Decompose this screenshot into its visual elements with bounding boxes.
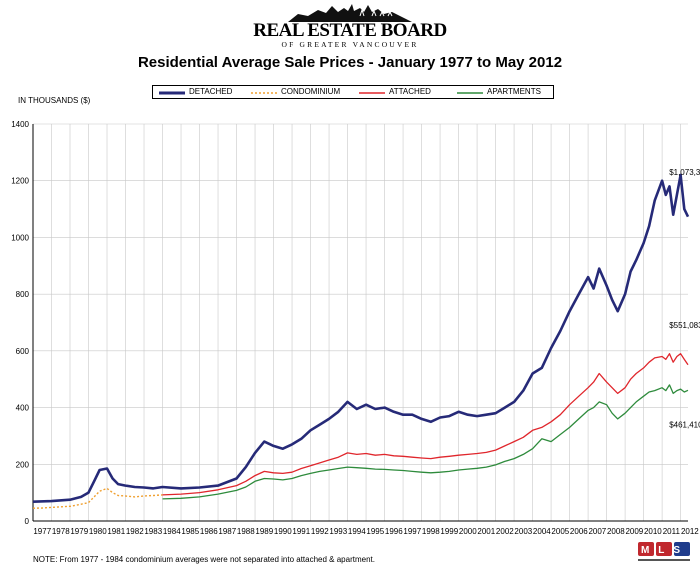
value-annotation: $551,083 (669, 321, 700, 330)
mls-badge-s (674, 542, 690, 556)
legend-label-attached: ATTACHED (389, 87, 431, 96)
y-axis-label: IN THOUSANDS ($) (18, 96, 91, 105)
x-tick-label: 1997 (403, 527, 421, 536)
legend-item-apartments: APARTMENTS (457, 86, 541, 98)
mls-badge-m (638, 542, 654, 556)
value-annotation: $1,073,311 (669, 168, 700, 177)
legend-label-apartments: APARTMENTS (487, 87, 541, 96)
y-tick-label: 0 (25, 517, 30, 526)
mls-text: MLS (641, 545, 689, 556)
x-tick-label: 1985 (181, 527, 199, 536)
x-tick-label: 1978 (52, 527, 70, 536)
real-estate-board-logo: REAL ESTATE BOARD OF GREATER VANCOUVER (250, 2, 450, 50)
x-tick-label: 1994 (348, 527, 366, 536)
logo-title: REAL ESTATE BOARD (253, 20, 447, 41)
x-tick-label: 2002 (496, 527, 514, 536)
chart-legend: DETACHED CONDOMINIUM ATTACHED APARTMENTS (152, 85, 554, 99)
x-tick-label: 1998 (422, 527, 440, 536)
chart-title: Residential Average Sale Prices - Januar… (137, 54, 563, 71)
skyline-icon (288, 4, 412, 22)
x-tick-label: 1981 (107, 527, 125, 536)
x-tick-label: 1992 (311, 527, 329, 536)
series-line-detached (32, 173, 690, 503)
footnote: NOTE: From 1977 - 1984 condominium avera… (33, 555, 375, 564)
x-tick-label: 1991 (292, 527, 310, 536)
x-tick-label: 2010 (644, 527, 662, 536)
legend-swatch-detached (159, 91, 185, 95)
x-tick-label: 1977 (33, 527, 51, 536)
x-tick-label: 2007 (588, 527, 606, 536)
y-tick-label: 800 (16, 290, 30, 299)
legend-swatch-condominium (251, 92, 277, 94)
x-tick-label: 1988 (237, 527, 255, 536)
y-tick-label: 1200 (11, 177, 29, 186)
x-tick-label: 1995 (366, 527, 384, 536)
x-tick-label: 1984 (163, 527, 181, 536)
mls-badge-l (656, 542, 672, 556)
logo-subtitle: OF GREATER VANCOUVER (281, 40, 419, 49)
x-tick-label: 1980 (89, 527, 107, 536)
y-tick-label: 200 (16, 460, 30, 469)
x-tick-label: 1990 (274, 527, 292, 536)
legend-swatch-attached (359, 92, 385, 94)
x-tick-label: 2001 (477, 527, 495, 536)
mls-logo-icon: MLS (638, 542, 690, 561)
x-tick-label: 1982 (126, 527, 144, 536)
x-tick-label: 2008 (607, 527, 625, 536)
x-tick-label: 2012 (681, 527, 699, 536)
x-tick-label: 2000 (459, 527, 477, 536)
legend-label-condominium: CONDOMINIUM (281, 87, 341, 96)
y-tick-label: 400 (16, 404, 30, 413)
x-tick-label: 1989 (255, 527, 273, 536)
series-line-attached (162, 353, 689, 496)
x-tick-label: 1979 (70, 527, 88, 536)
y-tick-label: 1400 (11, 120, 29, 129)
mls-underline (638, 559, 690, 561)
y-tick-label: 1000 (11, 233, 29, 242)
x-tick-label: 2009 (625, 527, 643, 536)
legend-item-detached: DETACHED (159, 86, 232, 98)
legend-item-attached: ATTACHED (359, 86, 431, 98)
x-tick-label: 1996 (385, 527, 403, 536)
series-line-apartments (162, 384, 689, 500)
x-tick-label: 2006 (570, 527, 588, 536)
x-tick-label: 1999 (440, 527, 458, 536)
x-tick-label: 2005 (551, 527, 569, 536)
legend-label-detached: DETACHED (189, 87, 233, 96)
legend-swatch-apartments (457, 92, 483, 94)
x-tick-label: 2003 (514, 527, 532, 536)
x-tick-label: 1986 (200, 527, 218, 536)
x-tick-label: 1987 (218, 527, 236, 536)
x-tick-label: 1993 (329, 527, 347, 536)
value-annotation: $461,410 (669, 420, 700, 429)
x-tick-label: 2011 (663, 527, 681, 536)
x-tick-label: 2004 (533, 527, 551, 536)
x-tick-label: 1983 (144, 527, 162, 536)
series-line-condominium (32, 487, 163, 509)
legend-item-condominium: CONDOMINIUM (251, 86, 340, 98)
y-tick-label: 600 (16, 347, 30, 356)
